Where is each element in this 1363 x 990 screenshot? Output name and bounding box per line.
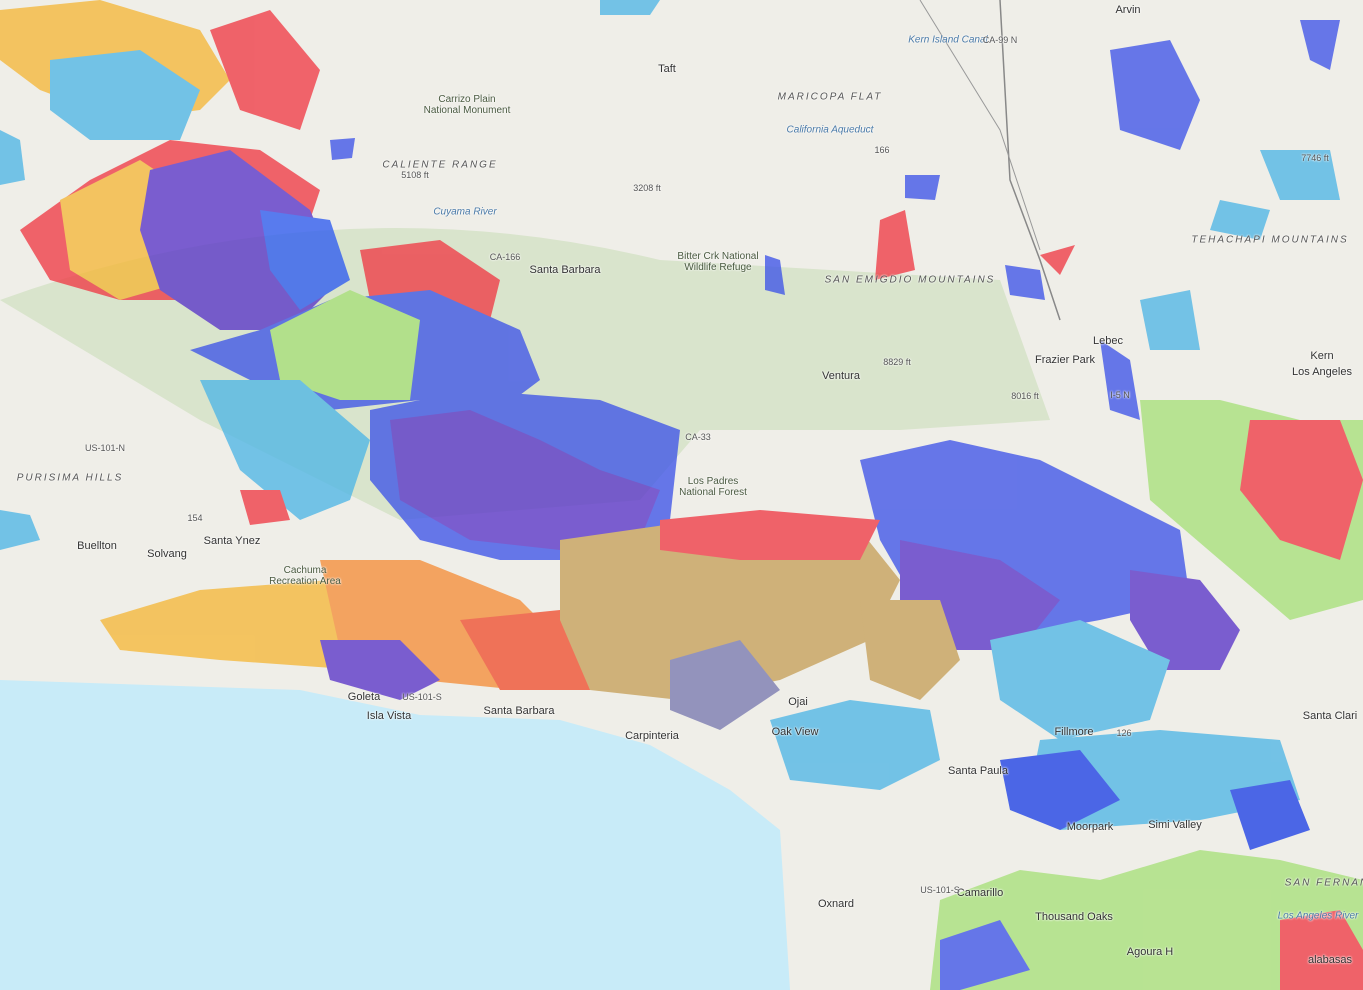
map-label: Carpinteria — [625, 730, 679, 742]
fire-perimeter — [600, 0, 660, 15]
map-label: Frazier Park — [1035, 354, 1095, 366]
map-label: US-101-S — [920, 885, 960, 895]
fire-perimeter — [905, 175, 940, 200]
map-label: 3208 ft — [633, 183, 661, 193]
map-label: Fillmore — [1054, 726, 1094, 738]
fire-perimeter — [1260, 150, 1340, 200]
map-label: 5108 ft — [401, 170, 429, 180]
fire-perimeter — [930, 850, 1363, 990]
fire-perimeter — [1000, 750, 1120, 830]
fire-perimeter — [1130, 570, 1240, 670]
map-label: 8016 ft — [1011, 391, 1039, 401]
map-label: Santa Paula — [948, 765, 1008, 777]
map-label: PURISIMA HILLS — [16, 472, 124, 484]
fire-perimeter — [320, 640, 440, 700]
fire-perimeter — [0, 510, 40, 550]
map-label: Moorpark — [1066, 821, 1114, 833]
map-label: Los Padres National Forest — [679, 476, 747, 498]
map-label: Santa Barbara — [483, 705, 555, 717]
fire-perimeter — [670, 640, 780, 730]
fire-perimeter — [1240, 420, 1363, 560]
map-label: 154 — [187, 513, 203, 523]
map-label: California Aqueduct — [786, 124, 874, 136]
fire-perimeter — [1040, 245, 1075, 275]
map-label: Taft — [658, 63, 676, 75]
fire-perimeter — [860, 600, 960, 700]
map-label: I-5 N — [1110, 390, 1130, 400]
fire-perimeter — [1110, 40, 1200, 150]
fire-perimeter — [875, 210, 915, 280]
map-label: 166 — [874, 145, 890, 155]
fire-perimeter — [210, 10, 320, 130]
map-label: Los Angeles — [1292, 366, 1352, 378]
map-label: alabasas — [1307, 954, 1353, 966]
map-label: SAN FERNAN — [1284, 877, 1363, 889]
fire-perimeter — [765, 255, 785, 295]
map-label: Arvin — [1115, 4, 1141, 16]
map-label: 126 — [1116, 728, 1132, 738]
fire-perimeter — [1210, 200, 1270, 240]
map-label: Santa Barbara — [529, 264, 601, 276]
map-label: CA-166 — [489, 252, 521, 262]
map-label: Carrizo Plain National Monument — [423, 94, 511, 116]
fire-perimeter — [1230, 780, 1310, 850]
map-label: Cuyama River — [433, 206, 497, 218]
fire-perimeter — [200, 380, 370, 520]
fire-perimeter — [50, 50, 200, 140]
fire-perimeter — [770, 700, 940, 790]
map-label: Simi Valley — [1148, 819, 1202, 831]
map-label: Oxnard — [817, 898, 855, 910]
map-label: Solvang — [147, 548, 187, 560]
map-label: Ojai — [788, 696, 808, 708]
map-label: Los Angeles River — [1277, 910, 1359, 922]
fire-perimeter — [1005, 265, 1045, 300]
fire-perimeter — [260, 210, 350, 310]
map-label: CA-99 N — [982, 35, 1018, 45]
ocean — [0, 680, 790, 990]
map-label: MARICOPA FLAT — [777, 91, 883, 103]
map-label: Goleta — [347, 691, 381, 703]
map-label: Agoura H — [1126, 946, 1174, 958]
map-label: SAN EMIGDIO MOUNTAINS — [824, 274, 996, 286]
fire-perimeter — [270, 290, 420, 400]
fire-perimeter — [990, 620, 1170, 740]
highway — [999, 0, 1061, 321]
map-label: CA-33 — [685, 432, 711, 442]
map-label: 7746 ft — [1301, 153, 1329, 163]
map-label: Lebec — [1093, 335, 1123, 347]
map-label: Santa Ynez — [203, 535, 261, 547]
map-label: Thousand Oaks — [1035, 911, 1113, 923]
map-label: CALIENTE RANGE — [382, 159, 498, 171]
fire-perimeter — [940, 920, 1030, 990]
fire-perimeter — [1280, 910, 1363, 990]
fire-perimeter — [330, 138, 355, 160]
highway — [919, 0, 1041, 251]
fire-perimeter — [1140, 290, 1200, 350]
map-label: Kern — [1310, 350, 1334, 362]
map-label: Bitter Crk National Wildlife Refuge — [677, 251, 759, 273]
map-label: US-101-N — [84, 443, 126, 453]
map-label: Oak View — [771, 726, 819, 738]
fire-perimeter — [1100, 340, 1140, 420]
map-label: Buellton — [77, 540, 117, 552]
map-label: TEHACHAPI MOUNTAINS — [1191, 234, 1349, 246]
fire-perimeter — [390, 410, 660, 550]
map-label: Cachuma Recreation Area — [269, 565, 341, 587]
map-label: Santa Clari — [1302, 710, 1358, 722]
fire-perimeter — [0, 130, 25, 185]
fire-perimeter — [660, 510, 880, 560]
map-label: Isla Vista — [366, 710, 412, 722]
map-label: Kern Island Canal — [908, 34, 988, 46]
fire-perimeter — [560, 520, 900, 700]
fire-perimeter — [240, 490, 290, 525]
map-label: Camarillo — [956, 887, 1004, 899]
fire-perimeter — [1300, 20, 1340, 70]
map-label: US-101-S — [402, 692, 442, 702]
map-label: Ventura — [822, 370, 860, 382]
map-label: 8829 ft — [883, 357, 911, 367]
